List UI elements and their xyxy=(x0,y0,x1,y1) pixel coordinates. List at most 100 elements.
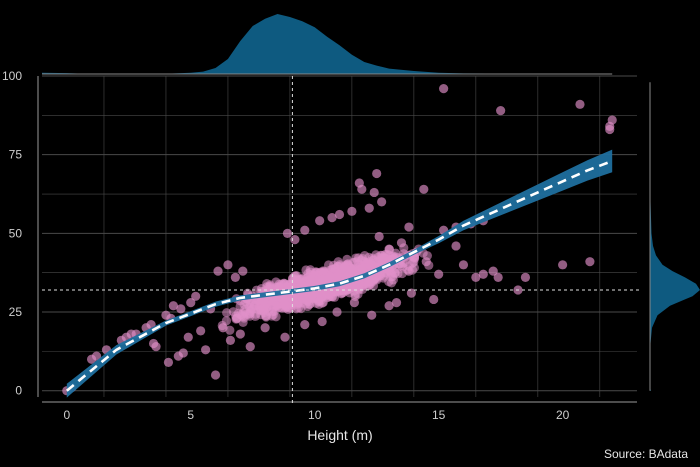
scatter-point xyxy=(213,266,223,276)
scatter-point xyxy=(317,316,327,327)
scatter-point xyxy=(404,266,414,276)
scatter-point xyxy=(191,291,201,301)
scatter-point xyxy=(605,124,615,135)
scatter-point xyxy=(393,268,403,279)
scatter-point xyxy=(230,272,240,283)
scatter-point xyxy=(334,209,345,220)
tick-labels: 0 5 10 15 20 0 25 50 75 100 xyxy=(2,69,570,422)
scatter-point xyxy=(244,309,254,319)
scatter-point xyxy=(300,225,310,235)
scatter-point xyxy=(384,301,394,311)
scatter-point xyxy=(196,326,206,336)
scatter-point xyxy=(91,351,102,361)
scatter-point xyxy=(280,332,290,342)
scatter-point xyxy=(347,206,357,216)
scatter-point xyxy=(458,260,469,270)
trend-line xyxy=(65,159,613,392)
y-tick-label: 25 xyxy=(9,305,23,319)
y-tick-label: 0 xyxy=(15,384,22,398)
x-tick-label: 10 xyxy=(308,408,322,422)
scatter-point xyxy=(178,348,188,358)
scatter-point xyxy=(378,273,388,283)
scatter-point xyxy=(223,260,233,270)
scatter-point xyxy=(280,301,291,311)
scatter-point xyxy=(307,290,317,300)
scatter-point xyxy=(350,289,360,299)
scatter-point xyxy=(331,272,342,282)
scatter-point xyxy=(168,301,178,311)
scatter-point xyxy=(374,231,384,242)
scatter-point xyxy=(585,257,595,267)
scatter-point xyxy=(325,271,335,282)
scatter-points xyxy=(62,83,617,396)
scatter-point xyxy=(404,222,414,232)
scatter-point xyxy=(218,323,228,333)
scatter-point xyxy=(183,332,193,342)
y-marginal-density xyxy=(649,82,700,391)
x-marginal-density xyxy=(42,14,613,75)
scatter-point xyxy=(163,357,174,367)
x-density-area xyxy=(42,14,613,74)
scatter-point xyxy=(201,345,211,355)
scatter-point xyxy=(406,288,416,298)
scatter-point xyxy=(327,213,337,223)
scatter-point xyxy=(272,282,282,292)
y-tick-label: 100 xyxy=(2,69,22,83)
scatter-point xyxy=(245,342,255,352)
scatter-point xyxy=(367,310,377,320)
y-density-area xyxy=(650,88,700,391)
scatter-point xyxy=(471,272,481,283)
scatter-point xyxy=(520,272,531,283)
scatter-point xyxy=(409,257,419,267)
axes xyxy=(37,76,637,403)
scatter-point xyxy=(391,297,402,308)
scatter-point xyxy=(372,168,382,179)
scatter-point xyxy=(235,329,245,339)
scatter-point xyxy=(419,184,429,194)
scatter-point xyxy=(364,203,374,213)
y-tick-label: 75 xyxy=(9,148,23,162)
scatter-point xyxy=(238,266,248,276)
scatter-point xyxy=(451,241,461,251)
scatter-point xyxy=(332,307,342,317)
scatter-point xyxy=(575,99,585,109)
scatter-point xyxy=(253,305,264,315)
scatter-point xyxy=(176,304,186,314)
scatter-point xyxy=(210,370,221,380)
grid xyxy=(42,75,637,397)
scatter-point xyxy=(222,308,232,318)
scatter-point xyxy=(272,301,282,311)
scatter-point xyxy=(421,257,431,267)
scatter-point xyxy=(434,269,444,279)
scatter-point xyxy=(260,323,270,333)
scatter-point xyxy=(300,320,310,330)
x-axis-label: Height (m) xyxy=(307,427,372,443)
source-caption: Source: BAdata xyxy=(603,447,688,461)
scatter-point xyxy=(282,228,293,238)
x-tick-label: 20 xyxy=(556,408,570,422)
scatter-point xyxy=(384,244,394,254)
x-tick-label: 5 xyxy=(187,408,194,422)
scatter-point xyxy=(496,106,506,116)
scatter-point xyxy=(186,297,196,308)
scatter-point xyxy=(315,216,325,226)
scatter-point xyxy=(396,238,407,248)
x-tick-label: 0 xyxy=(63,408,70,422)
scatter-point xyxy=(291,304,301,314)
scatter-point xyxy=(348,257,358,268)
scatter-point xyxy=(225,335,236,345)
scatter-point xyxy=(493,272,503,283)
scatter-point xyxy=(339,286,349,296)
scatter-point xyxy=(261,311,271,321)
scatter-point xyxy=(478,269,488,279)
scatter-point xyxy=(151,342,161,352)
x-tick-label: 15 xyxy=(432,408,446,422)
scatter-point xyxy=(348,265,358,275)
scatter-point xyxy=(429,294,439,305)
scatter-point xyxy=(369,187,379,198)
scatter-point xyxy=(290,235,300,245)
y-tick-label: 50 xyxy=(9,226,23,240)
scatter-point xyxy=(377,197,387,207)
scatter-point xyxy=(488,266,498,276)
